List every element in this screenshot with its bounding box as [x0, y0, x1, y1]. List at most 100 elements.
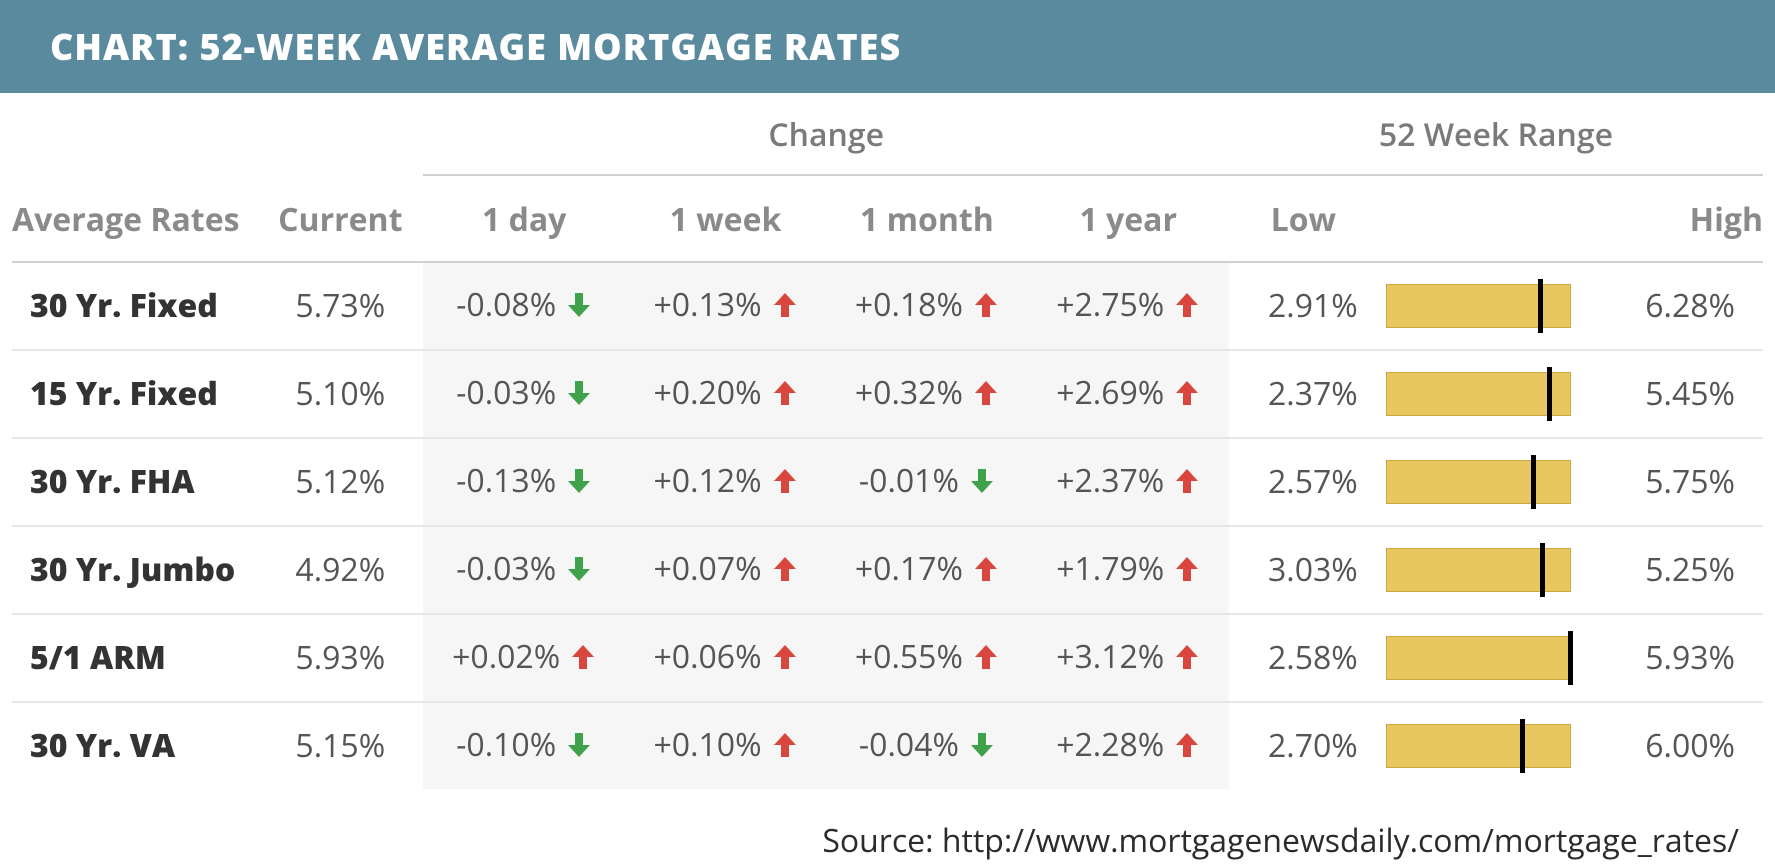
change-d1: -0.10% — [423, 702, 624, 789]
change-value: -0.13% — [456, 459, 556, 502]
change-w1: +0.12% — [625, 438, 826, 526]
change-w1: +0.10% — [625, 702, 826, 789]
change-value: +2.28% — [1056, 723, 1164, 766]
table-wrap: Change 52 Week Range Average Rates Curre… — [0, 93, 1775, 789]
change-d1: -0.03% — [423, 526, 624, 614]
change-y1: +3.12% — [1028, 614, 1229, 702]
rate-name: 5/1 ARM — [12, 614, 257, 702]
change-value: +0.17% — [855, 547, 963, 590]
chart-container: CHART: 52-WEEK AVERAGE MORTGAGE RATES Ch… — [0, 0, 1775, 862]
arrow-down-icon — [969, 726, 995, 769]
table-row: 30 Yr. FHA5.12%-0.13%+0.12%-0.01%+2.37%2… — [12, 438, 1763, 526]
change-value: -0.01% — [859, 459, 959, 502]
change-m1: +0.18% — [826, 262, 1027, 350]
col-low: Low — [1229, 175, 1378, 262]
table-row: 5/1 ARM5.93%+0.02%+0.06%+0.55%+3.12%2.58… — [12, 614, 1763, 702]
change-value: +0.32% — [855, 371, 963, 414]
change-d1: +0.02% — [423, 614, 624, 702]
change-w1: +0.07% — [625, 526, 826, 614]
arrow-up-icon — [1174, 726, 1200, 769]
table-row: 30 Yr. Fixed5.73%-0.08% +0.13% +0.18% +2.75… — [12, 262, 1763, 350]
range-low: 2.70% — [1229, 702, 1378, 789]
range-low: 2.91% — [1229, 262, 1378, 350]
change-d1: -0.08% — [423, 262, 624, 350]
table-row: 15 Yr. Fixed5.10% -0.03% +0.20% +0.32% +2.69… — [12, 350, 1763, 438]
range-bar — [1378, 438, 1579, 526]
range-high: 5.45% — [1579, 350, 1763, 438]
change-value: +0.18% — [855, 283, 963, 326]
rates-tbody: 30 Yr. Fixed5.73%-0.08% +0.13% +0.18% +2.75… — [12, 262, 1763, 789]
change-m1: +0.17% — [826, 526, 1027, 614]
change-value: -0.03% — [456, 371, 556, 414]
rate-name: 30 Yr. Jumbo — [12, 526, 257, 614]
range-low: 2.37% — [1229, 350, 1378, 438]
header-group-row: Change 52 Week Range — [12, 93, 1763, 175]
arrow-up-icon — [973, 550, 999, 593]
arrow-up-icon — [1174, 374, 1200, 417]
col-1week: 1 week — [625, 175, 826, 262]
source-text: Source: http://www.mortgagenewsdaily.com… — [0, 789, 1775, 862]
change-m1: -0.04% — [826, 702, 1027, 789]
change-value: +0.10% — [653, 723, 761, 766]
range-marker — [1520, 719, 1525, 773]
arrow-down-icon — [566, 286, 592, 329]
rate-name: 30 Yr. Fixed — [12, 262, 257, 350]
arrow-down-icon — [969, 462, 995, 505]
col-name: Average Rates — [12, 175, 257, 262]
arrow-up-icon — [772, 286, 798, 329]
change-value: +0.02% — [452, 635, 560, 678]
col-range-group: 52 Week Range — [1229, 93, 1763, 175]
rate-current: 5.10% — [257, 350, 423, 438]
change-value: +2.69% — [1056, 371, 1164, 414]
change-value: +0.20% — [653, 371, 761, 414]
range-bar — [1378, 350, 1579, 438]
rates-table: Change 52 Week Range Average Rates Curre… — [12, 93, 1763, 789]
table-row: 30 Yr. VA5.15%-0.10%+0.10%-0.04%+2.28%2.… — [12, 702, 1763, 789]
change-value: +2.75% — [1056, 283, 1164, 326]
range-high: 5.25% — [1579, 526, 1763, 614]
rate-current: 5.12% — [257, 438, 423, 526]
change-value: +0.12% — [653, 459, 761, 502]
change-value: +1.79% — [1056, 547, 1164, 590]
range-high: 5.75% — [1579, 438, 1763, 526]
range-low: 2.58% — [1229, 614, 1378, 702]
arrow-up-icon — [772, 374, 798, 417]
arrow-up-icon — [973, 286, 999, 329]
arrow-up-icon — [772, 638, 798, 681]
change-value: -0.04% — [859, 723, 959, 766]
arrow-up-icon — [570, 638, 596, 681]
arrow-up-icon — [1174, 550, 1200, 593]
range-bar — [1378, 526, 1579, 614]
change-w1: +0.13% — [625, 262, 826, 350]
rate-current: 4.92% — [257, 526, 423, 614]
col-1year: 1 year — [1028, 175, 1229, 262]
arrow-up-icon — [772, 462, 798, 505]
col-change-group: Change — [423, 93, 1228, 175]
range-high: 6.00% — [1579, 702, 1763, 789]
range-high: 5.93% — [1579, 614, 1763, 702]
col-high: High — [1579, 175, 1763, 262]
change-y1: +2.28% — [1028, 702, 1229, 789]
rate-current: 5.93% — [257, 614, 423, 702]
change-y1: +2.69% — [1028, 350, 1229, 438]
change-value: -0.03% — [456, 547, 556, 590]
arrow-up-icon — [772, 550, 798, 593]
change-y1: +2.37% — [1028, 438, 1229, 526]
range-bar — [1378, 614, 1579, 702]
change-value: +0.13% — [653, 283, 761, 326]
change-m1: +0.32% — [826, 350, 1027, 438]
change-y1: +1.79% — [1028, 526, 1229, 614]
arrow-up-icon — [772, 726, 798, 769]
arrow-up-icon — [973, 638, 999, 681]
range-bar — [1378, 702, 1579, 789]
arrow-down-icon — [566, 726, 592, 769]
range-low: 2.57% — [1229, 438, 1378, 526]
range-marker — [1568, 631, 1573, 685]
rate-current: 5.73% — [257, 262, 423, 350]
range-bar — [1378, 262, 1579, 350]
arrow-up-icon — [1174, 462, 1200, 505]
col-current: Current — [257, 175, 423, 262]
range-marker — [1531, 455, 1536, 509]
change-value: -0.10% — [456, 723, 556, 766]
rate-name: 15 Yr. Fixed — [12, 350, 257, 438]
